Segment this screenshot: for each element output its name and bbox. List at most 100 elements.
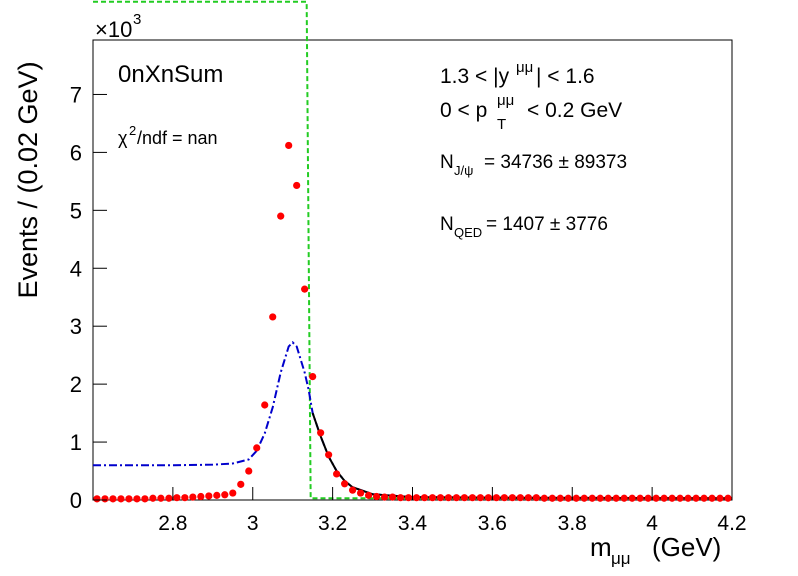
fit-curve <box>311 412 733 500</box>
rapidity-text: | < 1.6 <box>536 65 595 88</box>
data-point <box>580 494 588 502</box>
njpsi-text: N <box>440 152 454 173</box>
data-point <box>197 492 205 501</box>
data-point <box>452 494 461 502</box>
plot-frame <box>92 39 733 501</box>
x-tick-label: 4 <box>646 512 658 535</box>
data-point <box>221 491 229 499</box>
rapidity-text: 1.3 < |y <box>440 65 510 88</box>
data-point <box>277 212 285 220</box>
y-tick-label: 1 <box>70 430 82 455</box>
data-point <box>468 494 477 502</box>
x-tick-label: 3.8 <box>558 512 587 535</box>
data-point <box>269 313 277 321</box>
data-point <box>684 494 692 502</box>
data-point <box>540 494 548 502</box>
data-point <box>516 494 524 502</box>
y-tick-label: 3 <box>70 314 82 339</box>
data-point <box>237 480 245 488</box>
multiplier: ×10 <box>95 17 132 42</box>
data-point <box>420 494 429 502</box>
x-tick-label: 2.8 <box>158 512 187 535</box>
pt-text: 0 < p <box>440 99 487 122</box>
data-point <box>261 401 269 409</box>
data-point <box>117 495 125 503</box>
nqed-sub: QED <box>454 225 482 240</box>
data-point <box>341 480 349 488</box>
data-point <box>93 495 101 503</box>
data-point <box>444 494 453 502</box>
data-point <box>588 494 596 502</box>
data-point <box>564 494 572 502</box>
pt-sup: μμ <box>497 92 514 109</box>
data-point <box>604 494 612 502</box>
x-tick-label: 3.6 <box>478 512 507 535</box>
pt-sub: T <box>497 116 506 133</box>
y-tick-label: 7 <box>70 82 82 107</box>
data-point <box>125 495 133 503</box>
data-point <box>676 494 684 502</box>
data-point <box>205 492 213 500</box>
data-point <box>572 494 580 502</box>
chi2-sup: 2 <box>129 123 136 138</box>
data-point <box>460 494 469 502</box>
data-point <box>556 494 564 502</box>
data-point <box>189 493 197 501</box>
data-point <box>500 494 508 502</box>
data-point <box>173 494 181 502</box>
data-point <box>245 467 253 475</box>
data-point <box>636 494 644 502</box>
nqed-text: = 1407 ± 3776 <box>486 214 608 235</box>
data-point <box>660 494 668 502</box>
data-point <box>700 494 708 502</box>
x-tick-label: 3 <box>247 512 259 535</box>
data-point <box>229 489 237 497</box>
data-point <box>388 493 397 501</box>
data-point <box>644 494 652 502</box>
data-point <box>476 494 484 502</box>
data-point <box>109 495 117 503</box>
data-point <box>356 489 365 497</box>
njpsi-text: = 34736 ± 89373 <box>484 152 627 173</box>
data-point <box>612 494 620 502</box>
data-point <box>596 494 604 502</box>
y-tick-label: 5 <box>70 198 82 223</box>
pt-text: < 0.2 GeV <box>527 99 622 122</box>
data-point <box>508 494 516 502</box>
data-point <box>285 141 293 150</box>
data-point <box>652 494 660 502</box>
data-point <box>149 494 157 502</box>
data-point <box>412 494 421 502</box>
y-tick-label: 6 <box>70 140 82 165</box>
data-point <box>301 285 309 293</box>
data-point <box>668 494 676 502</box>
data-point <box>364 491 373 499</box>
data-point <box>333 470 341 478</box>
data-point <box>293 181 301 190</box>
data-point <box>325 451 333 459</box>
y-tick-label: 2 <box>70 372 82 397</box>
data-point <box>165 494 173 502</box>
njpsi-sub: J/ψ <box>454 163 473 178</box>
chart-title: 0nXnSum <box>118 61 223 88</box>
chi2-text: /ndf = nan <box>137 128 218 148</box>
data-point <box>348 486 357 494</box>
multiplier-exponent: 3 <box>133 11 141 28</box>
data-point <box>492 494 500 502</box>
x-tick-label: 3.2 <box>318 512 347 535</box>
data-point <box>716 494 724 502</box>
x-tick-label: 4.2 <box>717 512 746 535</box>
data-point <box>181 494 189 502</box>
data-point <box>396 494 405 502</box>
data-point <box>253 444 261 452</box>
x-axis-label: m <box>590 532 612 562</box>
data-point <box>628 494 636 502</box>
data-point <box>428 494 437 502</box>
data-point <box>101 495 109 503</box>
data-point <box>692 494 700 502</box>
data-point <box>484 494 492 502</box>
chi2-symbol: χ <box>118 128 128 148</box>
y-tick-label: 4 <box>70 256 82 281</box>
x-tick-label: 3.4 <box>398 512 428 535</box>
